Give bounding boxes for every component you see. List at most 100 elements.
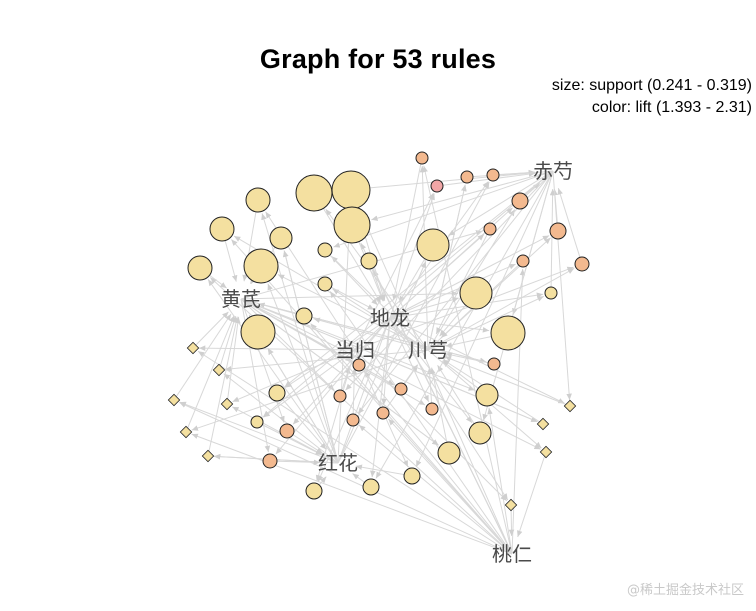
rule-node — [295, 174, 333, 212]
rule-edge — [337, 181, 490, 464]
rule-node — [360, 252, 378, 270]
rule-node — [536, 417, 550, 431]
item-label: 川芎 — [408, 338, 448, 362]
rule-node — [186, 341, 200, 355]
rule-edge — [192, 311, 229, 349]
rule-node — [430, 179, 444, 193]
rule-node — [187, 255, 213, 281]
rule-edge — [333, 170, 554, 194]
rule-edge — [436, 171, 536, 187]
rule-edge — [179, 402, 513, 555]
rule-edge — [389, 317, 565, 404]
rule-node — [487, 357, 501, 371]
rule-edge — [444, 356, 571, 407]
rule-edge — [354, 192, 434, 351]
rule-edge — [261, 213, 339, 464]
rule-edge — [389, 233, 485, 319]
rule-node — [516, 254, 530, 268]
rule-edge — [351, 367, 358, 421]
watermark-text: @稀土掘金技术社区 — [626, 583, 744, 598]
rule-node — [460, 170, 474, 184]
rule-edge — [430, 367, 450, 454]
rule-node — [486, 168, 500, 182]
item-label: 黄芪 — [221, 287, 261, 311]
rule-node — [544, 286, 558, 300]
rule-node — [240, 314, 276, 350]
rule-edge — [226, 316, 241, 405]
rule-node — [483, 222, 497, 236]
rule-node — [362, 478, 380, 496]
rule-edge — [557, 188, 583, 265]
rule-edge — [240, 298, 439, 446]
rule-edge — [292, 317, 391, 425]
rule-node — [209, 216, 235, 242]
rule-edge — [437, 364, 481, 434]
size-legend: size: support (0.241 - 0.319) — [551, 77, 752, 94]
item-label: 当归 — [335, 338, 375, 362]
rule-node — [475, 383, 499, 407]
rule-node — [269, 226, 293, 250]
rule-edge — [371, 170, 554, 221]
rule-edge — [333, 170, 554, 248]
rule-edge — [331, 255, 429, 351]
rule-node — [490, 315, 526, 351]
rule-edge — [359, 209, 513, 555]
rule-edge — [427, 267, 575, 351]
rule-edge — [240, 290, 459, 300]
rule-node — [262, 453, 278, 469]
rule-edge — [427, 295, 544, 351]
rule-node — [279, 423, 295, 439]
rule-edge — [358, 424, 513, 555]
rule-edge — [191, 349, 429, 431]
rule-edge — [370, 317, 391, 478]
rule-node — [549, 222, 567, 240]
rule-edge — [218, 316, 237, 371]
rule-edge — [276, 392, 327, 450]
rule-node — [403, 467, 421, 485]
rule-node — [305, 482, 323, 500]
rule-edge — [240, 298, 426, 406]
rule-node — [563, 399, 577, 413]
rule-edge — [389, 235, 550, 319]
rule-edge — [269, 459, 321, 466]
rule-node — [376, 406, 390, 420]
rule-node — [331, 170, 371, 210]
rule-edge — [313, 317, 429, 351]
rule-node — [574, 256, 590, 272]
rule-node — [167, 393, 181, 407]
rule-node — [425, 402, 439, 416]
rule-node — [333, 206, 371, 244]
rule-edge — [185, 315, 235, 433]
rule-edge — [360, 242, 513, 555]
rule-edge — [179, 401, 339, 464]
rule-node — [179, 425, 193, 439]
rule-edge — [240, 298, 541, 450]
rule-node — [459, 276, 493, 310]
rule-edge — [354, 266, 574, 351]
rule-node — [317, 276, 333, 292]
rule-node — [468, 421, 492, 445]
rule-edge — [262, 170, 554, 418]
rule-node — [245, 187, 271, 213]
rule-node — [511, 192, 529, 210]
rule-edge — [232, 349, 356, 403]
rule-edge — [207, 316, 239, 457]
rule-edge — [197, 350, 513, 555]
rule-node-layer — [167, 151, 590, 512]
item-label: 地龙 — [370, 306, 410, 330]
rule-node — [243, 248, 279, 284]
rule-edge — [492, 169, 536, 176]
rule-node — [201, 449, 215, 463]
rule-edge — [482, 170, 554, 421]
rule-node — [220, 397, 234, 411]
rule-edge — [317, 317, 391, 483]
rule-edge — [389, 317, 430, 402]
rule-edge — [388, 418, 513, 555]
rule-node — [539, 445, 553, 459]
rule-node — [317, 242, 333, 258]
rule-edge — [375, 170, 554, 479]
rule-edge — [173, 313, 232, 401]
rule-node — [415, 151, 429, 165]
